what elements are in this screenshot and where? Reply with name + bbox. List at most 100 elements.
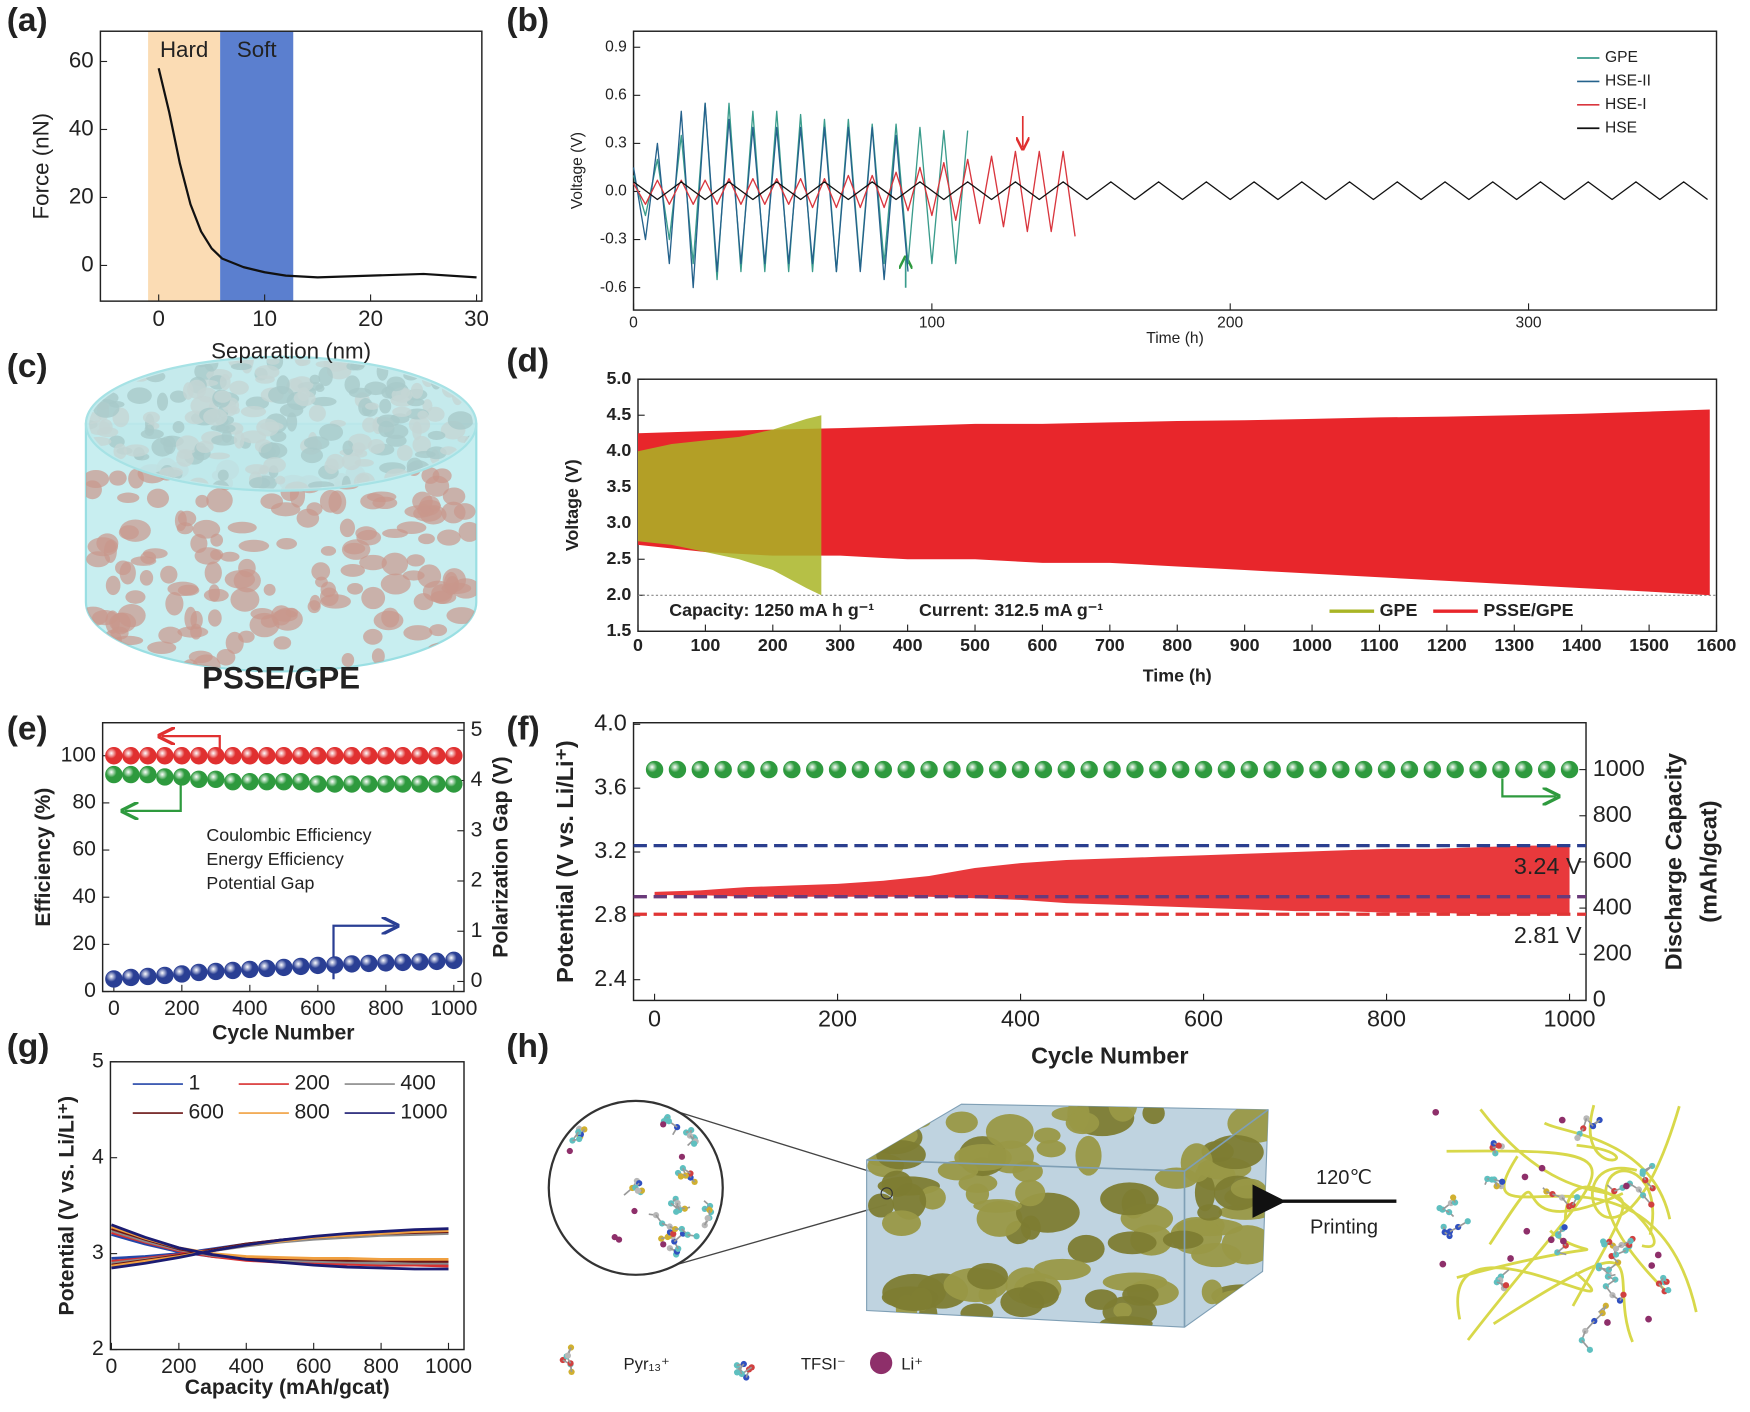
particle: [340, 563, 366, 577]
particle: [159, 467, 184, 478]
particle: [1107, 1231, 1157, 1255]
particle: [881, 1210, 922, 1236]
x-tick-label: 1000: [430, 997, 477, 1020]
x-tick-label: 100: [691, 635, 721, 655]
point: [190, 770, 208, 789]
particle: [240, 405, 267, 418]
atom: [1493, 1279, 1500, 1286]
particle: [144, 424, 155, 436]
atom: [704, 1215, 711, 1222]
li-ion: [611, 1234, 618, 1241]
point: [173, 965, 191, 983]
series-line: [632, 150, 1076, 237]
y-tick-label: 20: [72, 932, 96, 955]
point: [139, 747, 157, 765]
particle: [432, 646, 451, 657]
particle: [230, 406, 240, 415]
particle: [263, 583, 276, 596]
point: [360, 775, 378, 793]
atom: [576, 1135, 583, 1143]
particle: [464, 385, 473, 400]
particle: [406, 554, 425, 567]
series-line: [157, 68, 477, 279]
particle: [434, 650, 446, 672]
point: [394, 953, 412, 972]
particle: [967, 1263, 1009, 1290]
atom: [1450, 1194, 1457, 1201]
particle: [459, 379, 471, 396]
particle: [460, 384, 473, 399]
particle: [300, 447, 324, 464]
particle: [937, 1160, 979, 1181]
point: [377, 954, 395, 972]
x-tick-label: 1600: [1697, 635, 1737, 655]
particle: [266, 359, 280, 365]
particle: [248, 477, 271, 489]
legend-molecules: [559, 1344, 755, 1381]
particle: [208, 609, 222, 627]
particle: [127, 387, 152, 404]
particle: [402, 570, 425, 581]
x-tick-label: 10: [252, 306, 277, 331]
point: [760, 760, 778, 779]
particle: [113, 443, 127, 460]
particle: [427, 430, 446, 440]
y-tick-label: 3.0: [607, 512, 632, 532]
y-tick-label: 40: [72, 885, 96, 908]
li-ion: [1623, 1182, 1630, 1190]
particle: [1019, 1281, 1060, 1309]
particle: [130, 556, 157, 566]
point: [258, 959, 276, 978]
particle: [341, 652, 355, 668]
particle: [275, 475, 286, 485]
y2-tick-label: 5: [471, 718, 483, 741]
point: [394, 747, 412, 765]
particle: [139, 570, 154, 586]
particle: [117, 492, 140, 503]
y2-tick-label: 800: [1593, 801, 1632, 827]
particle: [379, 398, 392, 414]
particle: [142, 411, 160, 424]
point: [874, 760, 893, 779]
particle: [176, 450, 194, 467]
particle: [182, 382, 194, 400]
point: [1149, 760, 1167, 779]
point: [1194, 760, 1213, 779]
li-ion: [631, 1207, 638, 1215]
annotation: Current: 312.5 mA g⁻¹: [919, 600, 1103, 620]
legend-label: GPE: [1380, 600, 1418, 620]
particle: [142, 548, 168, 559]
point: [428, 775, 446, 793]
particle: [441, 582, 472, 594]
panel-label: (b): [506, 2, 549, 39]
particle: [1142, 1104, 1165, 1125]
particle: [230, 587, 260, 612]
particle: [245, 464, 269, 475]
x-tick-label: 700: [1095, 635, 1125, 655]
particle: [219, 373, 231, 390]
particle: [427, 642, 454, 656]
atom: [690, 1140, 698, 1147]
atom: [1491, 1176, 1498, 1183]
particle: [276, 537, 298, 550]
atom: [564, 1352, 571, 1359]
atom: [567, 1344, 575, 1351]
particle: [128, 468, 144, 489]
y-tick-label: 2.0: [607, 584, 632, 604]
x-tick-label: 600: [1184, 1006, 1223, 1032]
point: [1332, 760, 1350, 779]
panel-label: (f): [506, 710, 539, 747]
point: [428, 952, 446, 971]
particle: [217, 469, 229, 481]
atom: [1595, 1265, 1603, 1272]
particle: [396, 444, 413, 461]
particle: [876, 1140, 926, 1170]
point: [1446, 760, 1464, 779]
point: [360, 747, 378, 765]
particle: [342, 440, 354, 455]
legend-label: Coulombic Efficiency: [206, 825, 371, 845]
li-ion: [1648, 1262, 1656, 1269]
point: [1126, 760, 1144, 779]
point: [897, 760, 915, 779]
